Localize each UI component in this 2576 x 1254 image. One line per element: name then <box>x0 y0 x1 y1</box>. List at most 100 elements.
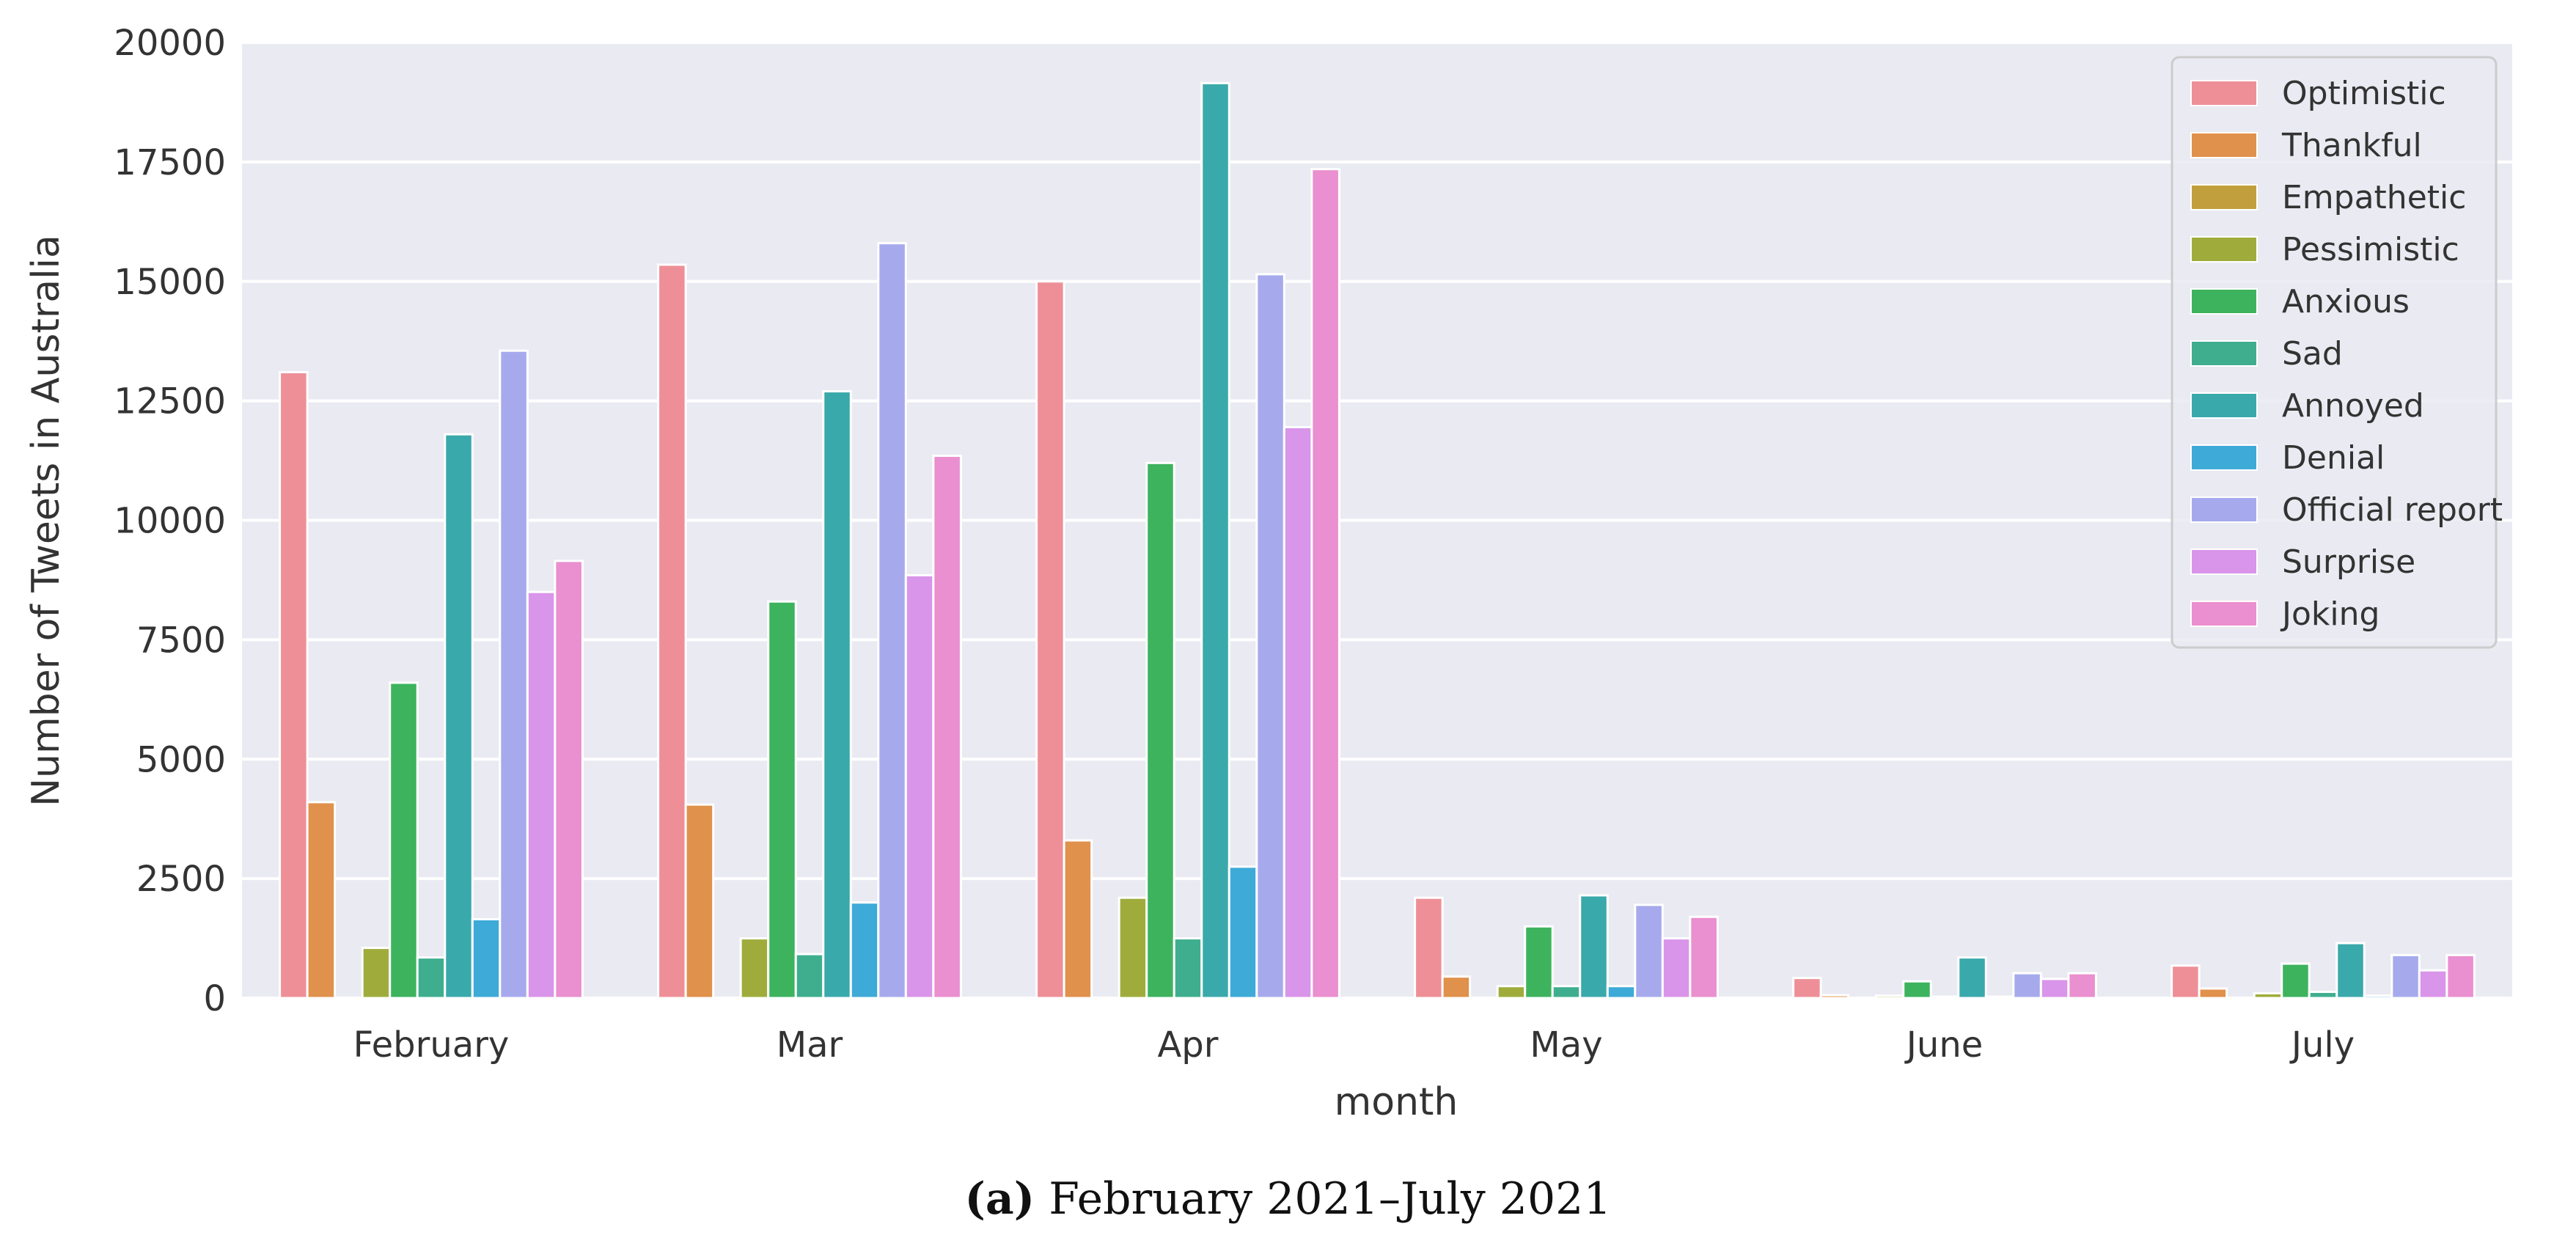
bar <box>2390 953 2421 1000</box>
y-tick-label: 17500 <box>114 142 226 183</box>
bar <box>1902 980 1932 1000</box>
bar-chart: 0 2500 5000 7500 10000 12500 15000 17500 20000 F… <box>24 23 2512 1124</box>
bar <box>1200 81 1230 1000</box>
legend-entry: Annoyed <box>2282 387 2424 425</box>
bar <box>2253 991 2283 1000</box>
bar <box>1228 865 1258 1000</box>
bar <box>739 937 770 1000</box>
bar <box>1929 995 1960 1000</box>
legend-entry: Denial <box>2282 439 2385 477</box>
legend-swatch <box>2190 236 2258 263</box>
x-tick-label: Mar <box>777 1024 843 1066</box>
legend-entry: Sad <box>2282 335 2343 373</box>
legend-entry: Surprise <box>2282 543 2415 581</box>
legend-swatch <box>2190 132 2258 158</box>
bar <box>1579 894 1609 1000</box>
bar <box>932 455 962 1000</box>
bar <box>1689 915 1719 1000</box>
bar <box>794 953 825 1000</box>
bar <box>1255 273 1285 1000</box>
bar <box>1984 995 2015 1000</box>
y-tick-label: 5000 <box>136 739 226 780</box>
bar <box>1496 985 1527 1000</box>
bar <box>1957 956 1987 1000</box>
caption-label: (a) <box>964 1173 1035 1225</box>
bar <box>361 947 392 1000</box>
bar <box>444 433 474 1000</box>
bar <box>2067 972 2097 1000</box>
bar <box>849 901 880 1000</box>
legend-swatch <box>2190 288 2258 315</box>
bar <box>554 560 584 1000</box>
legend-entry: Pessimistic <box>2282 231 2459 268</box>
bar <box>306 801 337 1000</box>
y-tick-label: 7500 <box>136 620 226 661</box>
bar <box>877 242 907 1000</box>
legend-swatch <box>2190 601 2258 627</box>
legend-entry: Empathetic <box>2282 179 2466 216</box>
legend-swatch <box>2190 496 2258 523</box>
bar <box>2198 987 2228 1000</box>
legend-entry: Official report <box>2282 491 2503 529</box>
bar <box>1634 903 1664 1000</box>
bar <box>1414 896 1444 1000</box>
y-tick-label: 10000 <box>114 501 226 542</box>
legend-swatch <box>2190 184 2258 210</box>
bar <box>2335 942 2366 1000</box>
bar <box>1661 937 1692 1000</box>
legend-swatch <box>2190 80 2258 106</box>
legend-swatch <box>2190 392 2258 419</box>
legend-entry: Thankful <box>2281 127 2422 164</box>
bar <box>279 371 309 1000</box>
bar <box>684 803 715 1000</box>
figure-caption: (a) February 2021–July 2021 <box>0 1173 2576 1225</box>
bar <box>2308 991 2338 1000</box>
bar <box>1874 994 1905 1000</box>
legend: Optimistic Thankful Empathetic Pessimistic A… <box>2170 56 2503 649</box>
bar <box>2012 972 2042 1000</box>
bar <box>1063 839 1093 1000</box>
legend-entry: Anxious <box>2282 283 2410 320</box>
bar <box>2418 969 2448 1000</box>
x-tick-label: February <box>353 1024 510 1066</box>
bar <box>2280 962 2311 1000</box>
bar <box>2363 994 2393 1000</box>
bar <box>2170 964 2201 1000</box>
bar <box>1606 985 1637 1000</box>
x-tick-label: June <box>1904 1024 1984 1066</box>
bar <box>1551 985 1582 1000</box>
grid-lines <box>242 41 2512 1000</box>
bar <box>1118 896 1148 1000</box>
x-tick-labels: February Mar Apr May June July <box>353 1024 2355 1066</box>
bar <box>1819 994 1850 1000</box>
bar <box>1310 168 1340 1000</box>
y-axis-title: Number of Tweets in Australia <box>24 235 68 807</box>
bar <box>767 600 797 1000</box>
bar <box>904 573 935 1000</box>
bar <box>1173 937 1203 1000</box>
bar <box>1524 925 1554 1000</box>
bar <box>657 263 687 1000</box>
legend-entry: Joking <box>2280 595 2379 633</box>
x-tick-label: July <box>2289 1024 2355 1066</box>
bar <box>2039 978 2070 1000</box>
y-tick-label: 12500 <box>114 381 226 422</box>
x-tick-label: Apr <box>1157 1024 1218 1066</box>
bar <box>416 956 447 1000</box>
y-tick-label: 0 <box>203 978 226 1019</box>
legend-swatch <box>2190 444 2258 471</box>
bars-group <box>279 81 2476 1000</box>
bar <box>822 390 852 1000</box>
bar <box>1145 461 1175 1000</box>
bar <box>1035 280 1065 1000</box>
x-tick-label: May <box>1530 1024 1602 1066</box>
y-tick-labels: 0 2500 5000 7500 10000 12500 15000 17500 20000 <box>114 23 226 1019</box>
y-tick-label: 15000 <box>114 262 226 303</box>
legend-swatch <box>2190 549 2258 575</box>
legend-entry: Optimistic <box>2282 75 2446 112</box>
x-axis-title: month <box>1335 1080 1458 1124</box>
legend-swatch <box>2190 340 2258 367</box>
bar <box>389 681 419 1000</box>
caption-text: February 2021–July 2021 <box>1049 1173 1612 1225</box>
bar <box>499 349 529 1000</box>
